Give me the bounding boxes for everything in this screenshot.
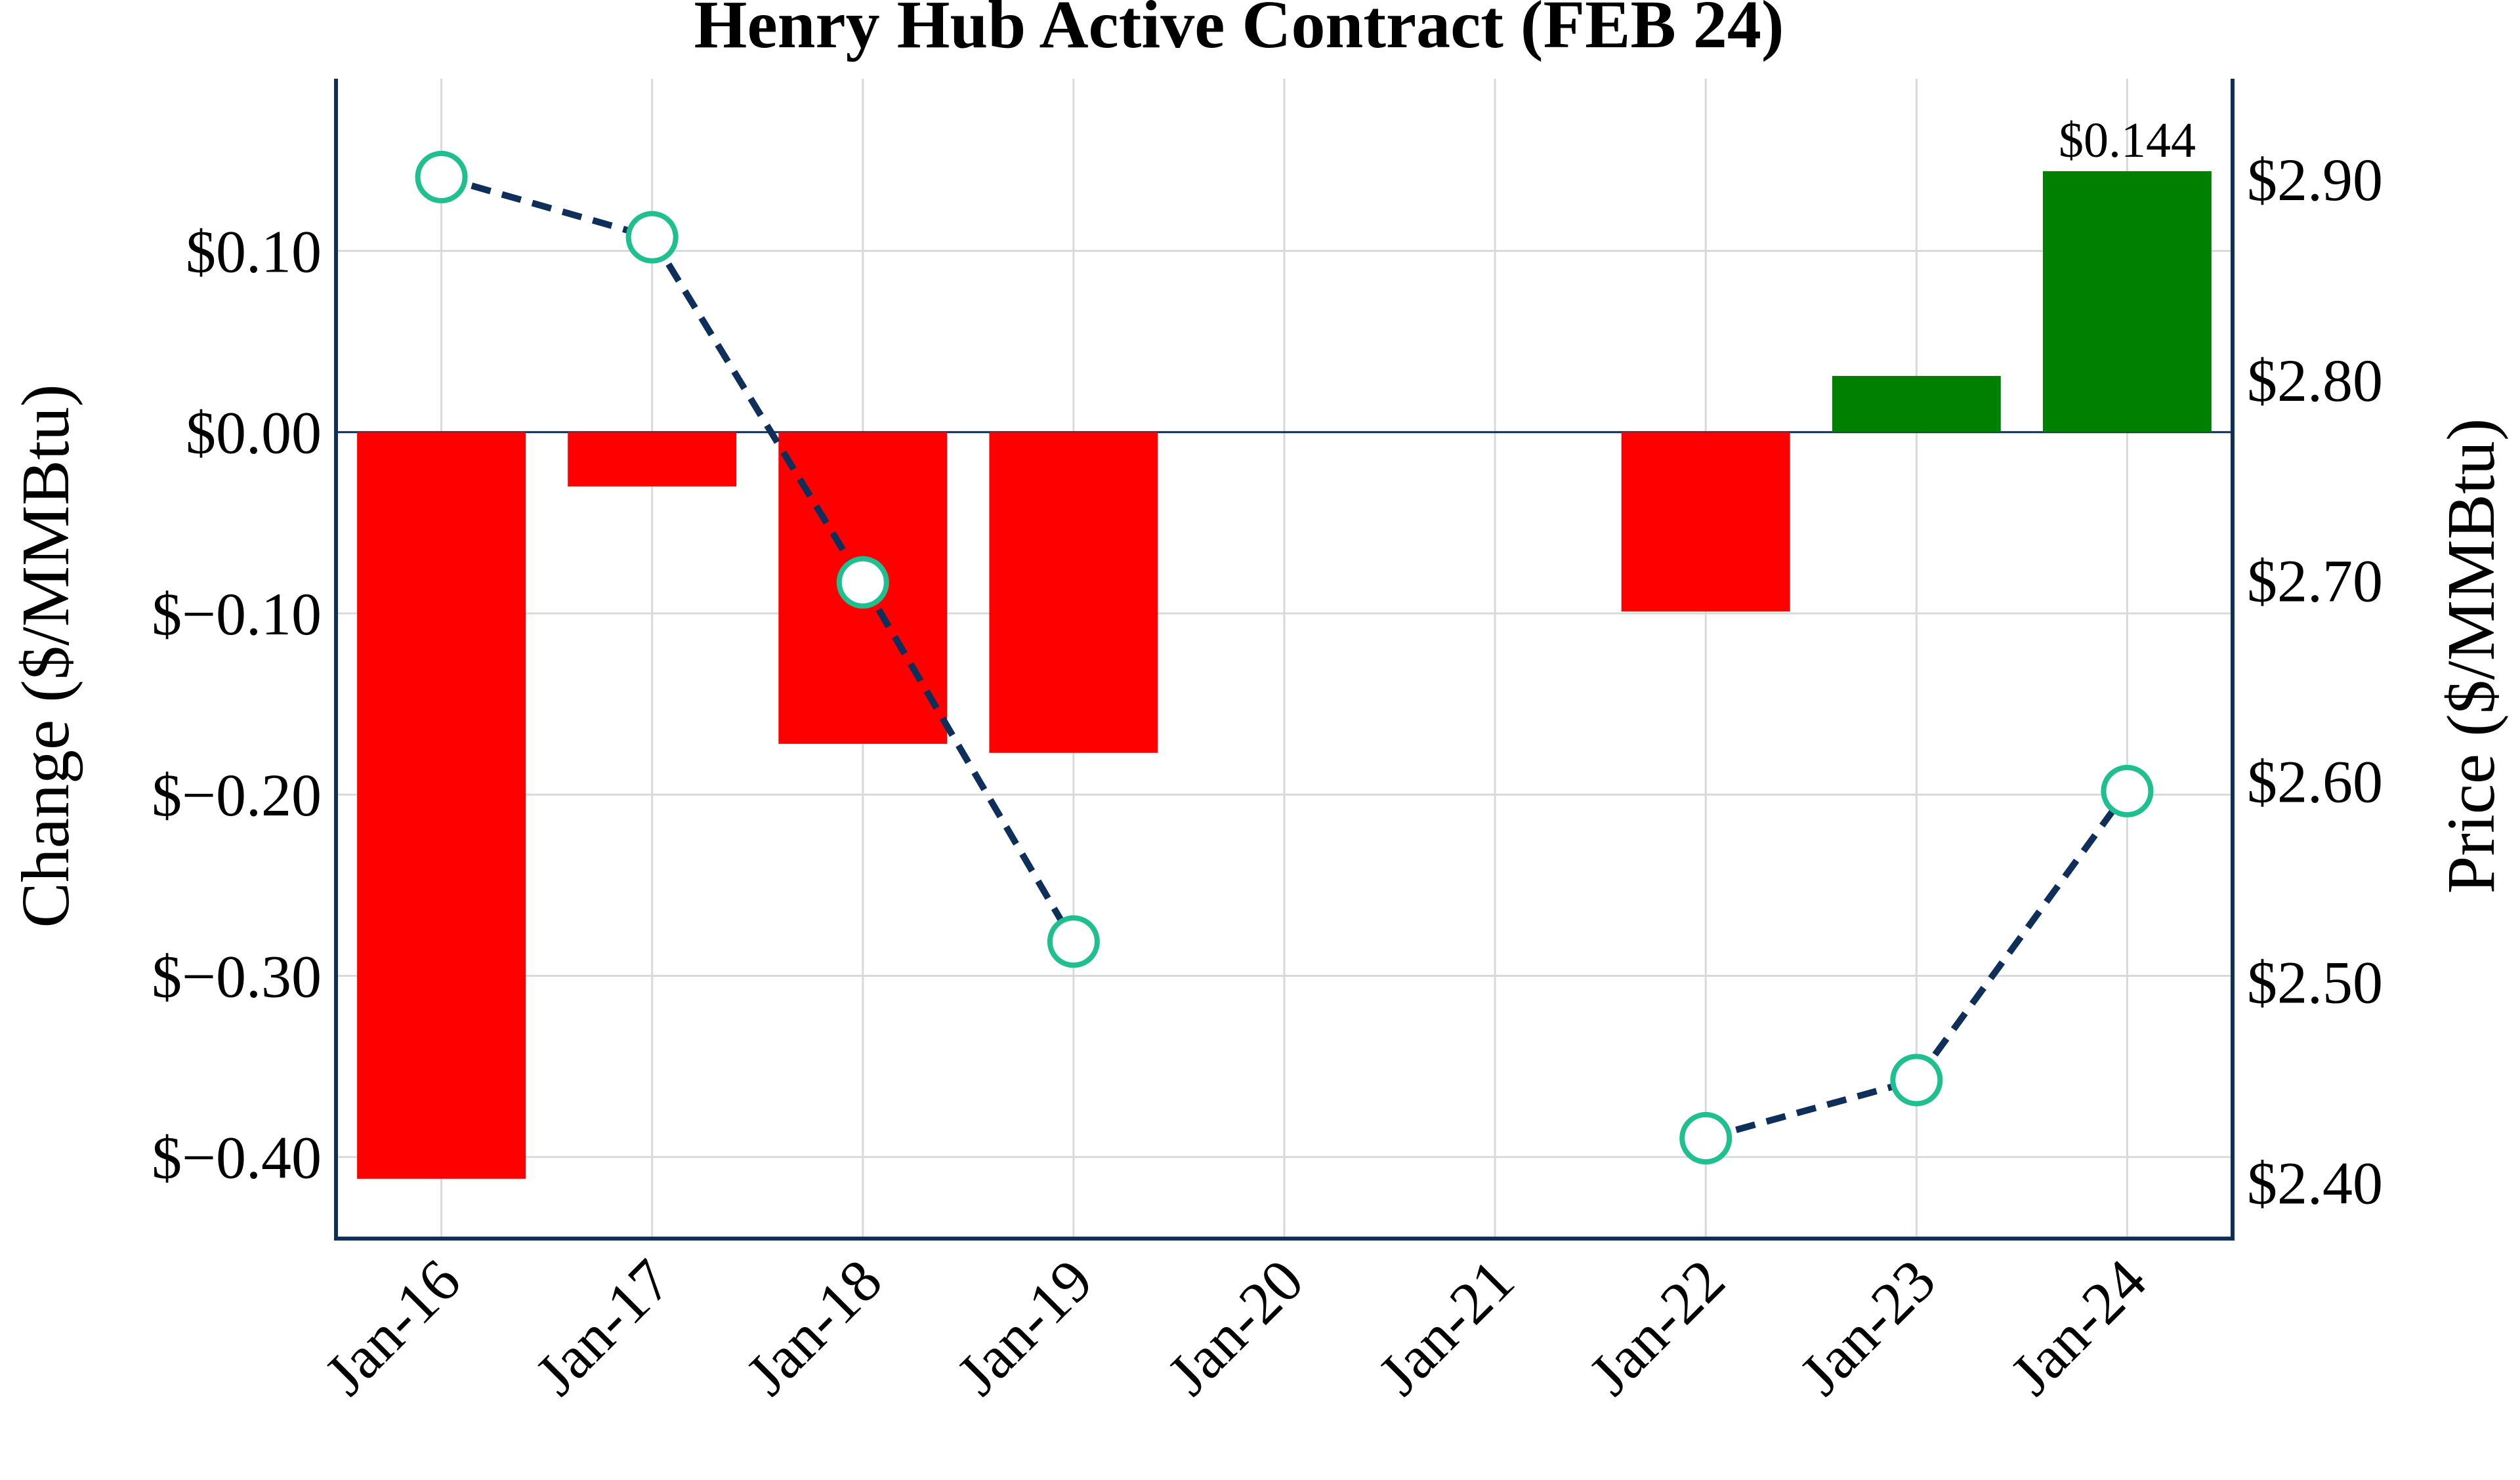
- price-line-segment: [440, 174, 654, 241]
- y-left-tick-label: $0.10: [186, 218, 322, 285]
- price-marker: [625, 211, 679, 264]
- x-tick-label: Jan-24: [1998, 1246, 2159, 1408]
- bar-series: [357, 171, 2212, 1179]
- bar: [357, 432, 526, 1179]
- y-right-tick-label: $2.60: [2247, 749, 2383, 815]
- right-axis-label: Price ($/MMBtu): [2433, 418, 2509, 894]
- y-right-tick-label: $2.50: [2247, 949, 2383, 1016]
- x-tick-label: Jan-21: [1366, 1246, 1527, 1408]
- y-left-tick-label: $0.00: [186, 400, 322, 466]
- price-line-segment: [1704, 1077, 1918, 1141]
- x-tick-label: Jan-18: [733, 1246, 894, 1408]
- price-line-segment: [649, 236, 866, 585]
- bar: [2043, 171, 2212, 432]
- price-marker: [2101, 764, 2154, 817]
- left-axis-label: Change ($/MMBtu): [8, 384, 83, 928]
- x-tick-label: Jan-23: [1787, 1246, 1948, 1408]
- y-right-tick-label: $2.90: [2247, 146, 2383, 213]
- price-line-segment: [860, 581, 1077, 943]
- bar: [568, 432, 737, 487]
- y-left-tick-label: $−0.10: [152, 581, 322, 648]
- price-line-series: [440, 174, 2130, 1141]
- x-tick-label: Jan-19: [944, 1246, 1105, 1408]
- x-tick-label: Jan-17: [522, 1246, 684, 1408]
- bar: [1832, 376, 2001, 432]
- y-left-tick-label: $−0.20: [152, 762, 322, 829]
- bar: [989, 432, 1158, 753]
- price-marker: [415, 150, 468, 203]
- y-right-tick-label: $2.40: [2247, 1149, 2383, 1216]
- price-marker: [836, 556, 889, 609]
- x-tick-label: Jan-22: [1576, 1246, 1738, 1408]
- price-marker: [1890, 1054, 1943, 1107]
- y-left-tick-label: $−0.40: [152, 1124, 322, 1191]
- y-right-tick-label: $2.70: [2247, 548, 2383, 615]
- data-labels: $0.144: [2059, 113, 2196, 168]
- price-markers: [415, 150, 2154, 1165]
- grid: [336, 79, 2233, 1239]
- axes: [334, 79, 2235, 1241]
- chart-title: Henry Hub Active Contract (FEB 24): [694, 0, 1784, 62]
- x-tick-label: Jan-16: [312, 1246, 473, 1408]
- y-left-tick-label: $−0.30: [152, 943, 322, 1010]
- price-marker: [1679, 1112, 1732, 1165]
- price-line-segment: [1914, 789, 2130, 1082]
- y-right-tick-label: $2.80: [2247, 347, 2383, 414]
- bar: [1621, 432, 1790, 612]
- x-tick-label: Jan-20: [1155, 1246, 1316, 1408]
- bar-data-label: $0.144: [2059, 113, 2196, 168]
- price-marker: [1047, 915, 1100, 968]
